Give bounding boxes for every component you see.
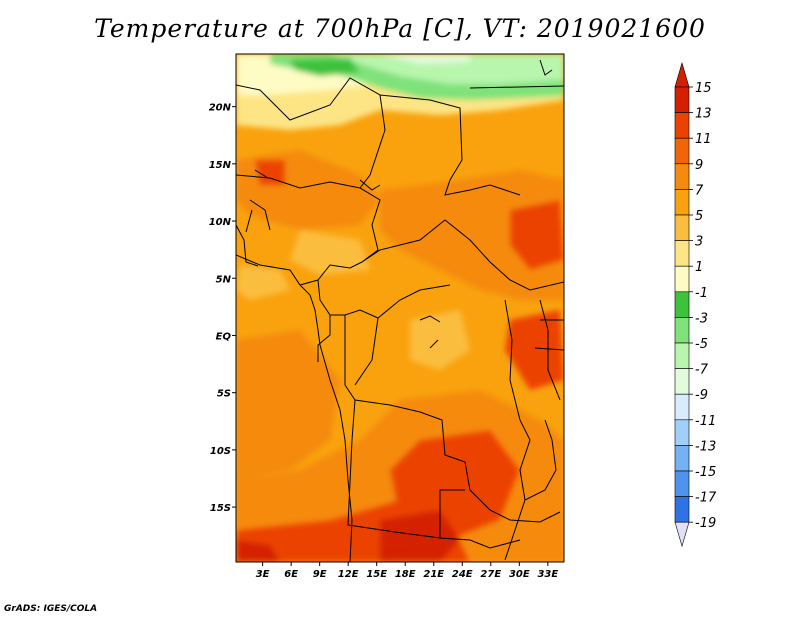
colorbar-label: 15 bbox=[695, 81, 712, 96]
colorbar-swatch bbox=[674, 342, 690, 369]
colorbar-label: -9 bbox=[695, 388, 708, 403]
lon-tick-label: 33E bbox=[537, 569, 558, 580]
lat-tick-label: 10N bbox=[209, 217, 232, 228]
lon-tick-label: 15E bbox=[366, 569, 387, 580]
lat-tick-label: 5S bbox=[217, 389, 231, 400]
colorbar-label: 5 bbox=[695, 209, 703, 224]
colorbar-label: -15 bbox=[695, 465, 716, 480]
colorbar-label: 9 bbox=[695, 158, 703, 173]
colorbar-label: 11 bbox=[695, 132, 712, 147]
lon-tick-label: 9E bbox=[313, 569, 327, 580]
lat-tick-label: 20N bbox=[209, 103, 232, 114]
colorbar-label: -19 bbox=[695, 516, 716, 531]
lon-tick-label: 12E bbox=[338, 569, 359, 580]
lon-tick-label: 3E bbox=[256, 569, 270, 580]
lon-tick-label: 21E bbox=[423, 569, 444, 580]
colorbar-swatch bbox=[674, 214, 690, 241]
lat-tick-label: 15S bbox=[210, 503, 231, 514]
lon-tick-label: 30E bbox=[509, 569, 530, 580]
credit-label: GrADS: IGES/COLA bbox=[4, 604, 98, 614]
colorbar: 15 13 11 9 7 5 3 1 -1 -3 -5 -7 -9 -11 -13 -15 -17 -19 bbox=[674, 61, 717, 548]
colorbar-label: 13 bbox=[695, 107, 712, 122]
colorbar-swatch bbox=[674, 317, 690, 344]
colorbar-label: -1 bbox=[695, 286, 708, 301]
colorbar-swatch bbox=[674, 163, 690, 190]
colorbar-label: -7 bbox=[695, 363, 709, 378]
temperature-field bbox=[236, 54, 564, 562]
colorbar-label: -17 bbox=[695, 491, 717, 506]
colorbar-swatch bbox=[674, 137, 690, 165]
colorbar-label: -11 bbox=[695, 414, 716, 429]
colorbar-swatch bbox=[674, 368, 690, 395]
page-title: Temperature at 700hPa [C], VT: 201902160… bbox=[94, 14, 706, 43]
colorbar-label: -3 bbox=[695, 311, 708, 326]
lon-tick-label: 18E bbox=[395, 569, 416, 580]
lon-tick-label: 24E bbox=[452, 569, 473, 580]
colorbar-min-triangle bbox=[674, 521, 690, 548]
colorbar-swatch bbox=[674, 445, 690, 472]
colorbar-swatch bbox=[674, 189, 690, 216]
lon-tick-label: 27E bbox=[480, 569, 501, 580]
colorbar-swatch bbox=[674, 496, 690, 523]
colorbar-swatch bbox=[674, 291, 690, 318]
colorbar-swatch bbox=[674, 265, 690, 293]
colorbar-swatch bbox=[674, 86, 690, 113]
latitude-axis: 20N 15N 10N 5N EQ 5S 10S 15S bbox=[209, 103, 236, 514]
country-borders bbox=[236, 59, 564, 562]
colorbar-swatch bbox=[674, 112, 690, 139]
colorbar-label: 3 bbox=[695, 235, 703, 250]
colorbar-label: -5 bbox=[695, 337, 708, 352]
lat-tick-label: 5N bbox=[216, 274, 232, 285]
colorbar-label: -13 bbox=[695, 439, 716, 454]
colorbar-swatch bbox=[674, 393, 690, 421]
colorbar-swatch bbox=[674, 470, 690, 497]
colorbar-swatch bbox=[674, 419, 690, 446]
colorbar-label: 7 bbox=[695, 183, 704, 198]
lat-tick-label: EQ bbox=[216, 331, 232, 342]
map-frame bbox=[235, 53, 565, 563]
colorbar-swatch bbox=[674, 240, 690, 267]
colorbar-label: 1 bbox=[695, 260, 703, 275]
colorbar-max-triangle bbox=[674, 61, 690, 88]
lat-tick-label: 10S bbox=[210, 446, 231, 457]
lat-tick-label: 15N bbox=[209, 160, 232, 171]
lon-tick-label: 6E bbox=[284, 569, 298, 580]
longitude-axis: 3E 6E 9E 12E 15E 18E 21E 24E 27E 30E 33E bbox=[256, 562, 558, 580]
